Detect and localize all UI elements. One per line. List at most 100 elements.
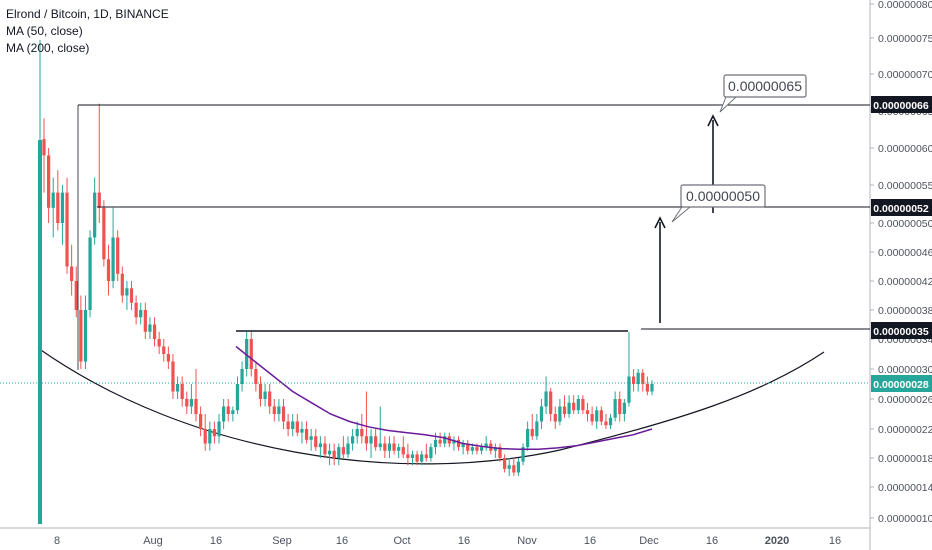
candle-body[interactable] (277, 406, 281, 415)
candle-body[interactable] (175, 384, 180, 392)
candle-body[interactable] (627, 376, 631, 403)
candle-body[interactable] (438, 439, 442, 444)
candle-body[interactable] (318, 443, 322, 448)
candle-body[interactable] (364, 436, 369, 444)
candle-body[interactable] (470, 447, 474, 451)
candle-body[interactable] (535, 421, 539, 437)
candle-body[interactable] (203, 429, 207, 444)
candle-body[interactable] (590, 414, 594, 422)
candle-body[interactable] (226, 406, 230, 415)
candle-body[interactable] (240, 369, 244, 384)
candle-body[interactable] (498, 447, 502, 458)
candle-body[interactable] (521, 447, 525, 462)
candle-body[interactable] (410, 454, 415, 458)
candle-body[interactable] (93, 192, 97, 238)
candle-body[interactable] (479, 447, 484, 451)
candle-body[interactable] (51, 192, 55, 208)
candle-body[interactable] (599, 410, 603, 422)
legend-ma50[interactable]: MA (50, close) (6, 24, 83, 38)
candle-body[interactable] (157, 339, 161, 347)
candle-body[interactable] (553, 414, 557, 422)
candle-body[interactable] (452, 439, 456, 444)
candle-body[interactable] (466, 443, 470, 451)
candle-body[interactable] (341, 447, 346, 455)
candle-body[interactable] (189, 399, 194, 407)
candle-body[interactable] (106, 259, 111, 281)
candle-body[interactable] (337, 447, 341, 458)
candle-body[interactable] (650, 384, 654, 392)
candle-body[interactable] (544, 391, 548, 407)
legend-symbol[interactable]: Elrond / Bitcoin, 1D, BINANCE (6, 7, 169, 21)
candle-body[interactable] (608, 417, 613, 426)
candle-body[interactable] (258, 384, 263, 399)
candle-body[interactable] (456, 439, 461, 448)
candle-body[interactable] (268, 391, 272, 407)
candle-body[interactable] (212, 429, 217, 437)
candle-body[interactable] (576, 399, 580, 411)
candle-body[interactable] (235, 384, 240, 411)
candle-body[interactable] (166, 354, 170, 362)
candle-body[interactable] (549, 391, 553, 415)
candle-body[interactable] (171, 361, 175, 392)
candle-body[interactable] (387, 443, 392, 451)
candlestick-series[interactable] (42, 103, 654, 477)
candle-body[interactable] (401, 447, 405, 455)
candle-body[interactable] (378, 443, 382, 448)
candle-body[interactable] (254, 369, 258, 384)
candle-body[interactable] (102, 207, 106, 260)
candle-body[interactable] (125, 288, 129, 296)
candle-body[interactable] (74, 281, 78, 310)
candle-body[interactable] (272, 406, 276, 415)
candle-body[interactable] (433, 439, 438, 448)
candle-body[interactable] (134, 302, 138, 318)
candle-body[interactable] (631, 376, 636, 385)
candle-body[interactable] (507, 465, 511, 469)
candle-body[interactable] (180, 384, 184, 399)
candle-body[interactable] (152, 324, 157, 340)
candle-body[interactable] (148, 324, 152, 332)
candle-body[interactable] (56, 192, 60, 223)
candle-body[interactable] (83, 310, 88, 362)
candle-body[interactable] (281, 406, 286, 422)
candle-body[interactable] (245, 339, 249, 369)
candle-body[interactable] (111, 237, 115, 282)
candle-body[interactable] (222, 406, 226, 422)
candle-body[interactable] (139, 310, 143, 318)
candle-body[interactable] (562, 406, 567, 415)
candle-body[interactable] (530, 429, 534, 437)
candle-body[interactable] (493, 447, 498, 451)
candle-body[interactable] (392, 443, 396, 451)
candle-body[interactable] (97, 192, 101, 208)
candle-body[interactable] (162, 346, 166, 355)
candle-body[interactable] (595, 410, 599, 422)
candle-body[interactable] (116, 237, 120, 274)
time-axis[interactable]: 8 Aug 16 Sep 16 Oct 16 Nov 16 Dec 16 2020 16 (54, 535, 841, 547)
candle-body[interactable] (502, 458, 507, 469)
candle-body[interactable] (539, 406, 544, 422)
candle-body[interactable] (314, 436, 318, 448)
candle-body[interactable] (443, 436, 447, 444)
candle-body[interactable] (65, 192, 69, 267)
candle-body[interactable] (581, 399, 585, 411)
legend-ma200[interactable]: MA (200, close) (6, 41, 90, 55)
candle-body[interactable] (129, 288, 134, 303)
target-callout-50[interactable]: 0.00000050 (671, 184, 766, 223)
candle-body[interactable] (613, 399, 617, 418)
candle-body[interactable] (585, 410, 590, 414)
candle-body[interactable] (208, 429, 212, 444)
candle-body[interactable] (475, 447, 479, 451)
target-callout-65[interactable]: 0.00000065 (719, 74, 807, 113)
candle-body[interactable] (70, 266, 74, 282)
candle-body[interactable] (295, 421, 299, 433)
candle-body[interactable] (604, 421, 608, 426)
candle-body[interactable] (420, 454, 424, 462)
candle-body[interactable] (42, 139, 46, 156)
candle-body[interactable] (512, 465, 516, 473)
candle-body[interactable] (60, 192, 65, 223)
candle-body[interactable] (429, 447, 433, 458)
candle-body[interactable] (406, 454, 410, 458)
candle-body[interactable] (185, 399, 189, 407)
candle-body[interactable] (300, 429, 304, 433)
candle-body[interactable] (327, 450, 332, 455)
